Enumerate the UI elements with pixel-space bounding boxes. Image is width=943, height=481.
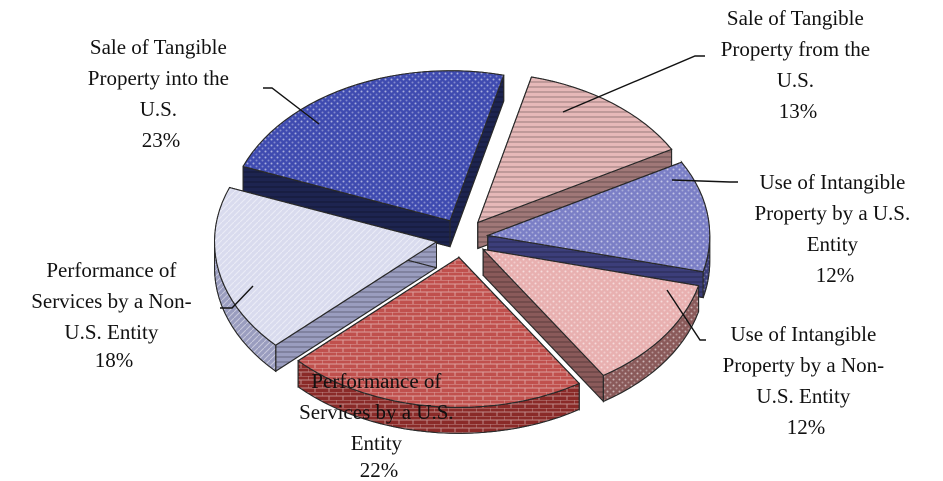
- slice-top-texture-services-nonus: [214, 186, 438, 346]
- labels-layer: Sale of Tangible Property from the U.S. …: [31, 6, 916, 481]
- slice-label-sale-from-us: Sale of Tangible Property from the U.S. …: [721, 6, 876, 123]
- slice-label-intangible-us: Use of Intangible Property by a U.S. Ent…: [755, 170, 916, 287]
- pie-slice-intangible-nonus: [481, 248, 700, 403]
- leader-line-services-nonus: [220, 285, 254, 309]
- slice-top-texture-services-us: [297, 256, 580, 408]
- slice-top-texture-intangible-us: [485, 160, 711, 273]
- slice-label-sale-into-us: Sale of Tangible Property into the U.S. …: [88, 35, 234, 152]
- leader-line-sale-into-us: [263, 87, 320, 125]
- pie-slice-services-nonus: [214, 186, 438, 373]
- pie-slice-services-us: [297, 256, 580, 434]
- slice-top-texture-intangible-nonus: [481, 248, 700, 377]
- slice-top-texture-sale-into-us: [242, 70, 505, 222]
- slice-label-services-nonus: Performance of Services by a Non- U.S. E…: [31, 258, 197, 372]
- leader-line-intangible-us: [671, 179, 738, 183]
- slice-label-intangible-nonus: Use of Intangible Property by a Non- U.S…: [723, 322, 890, 439]
- pie-slice-intangible-us: [485, 160, 711, 299]
- leader-lines: [220, 55, 738, 341]
- slices-layer: [214, 70, 711, 434]
- leader-line-sale-from-us: [562, 55, 705, 113]
- leader-line-intangible-nonus: [666, 289, 706, 341]
- pie-slice-sale-into-us: [242, 70, 505, 248]
- slice-label-services-us: Performance of Services by a U.S. Entity…: [299, 369, 459, 481]
- slice-top-texture-sale-from-us: [476, 76, 673, 224]
